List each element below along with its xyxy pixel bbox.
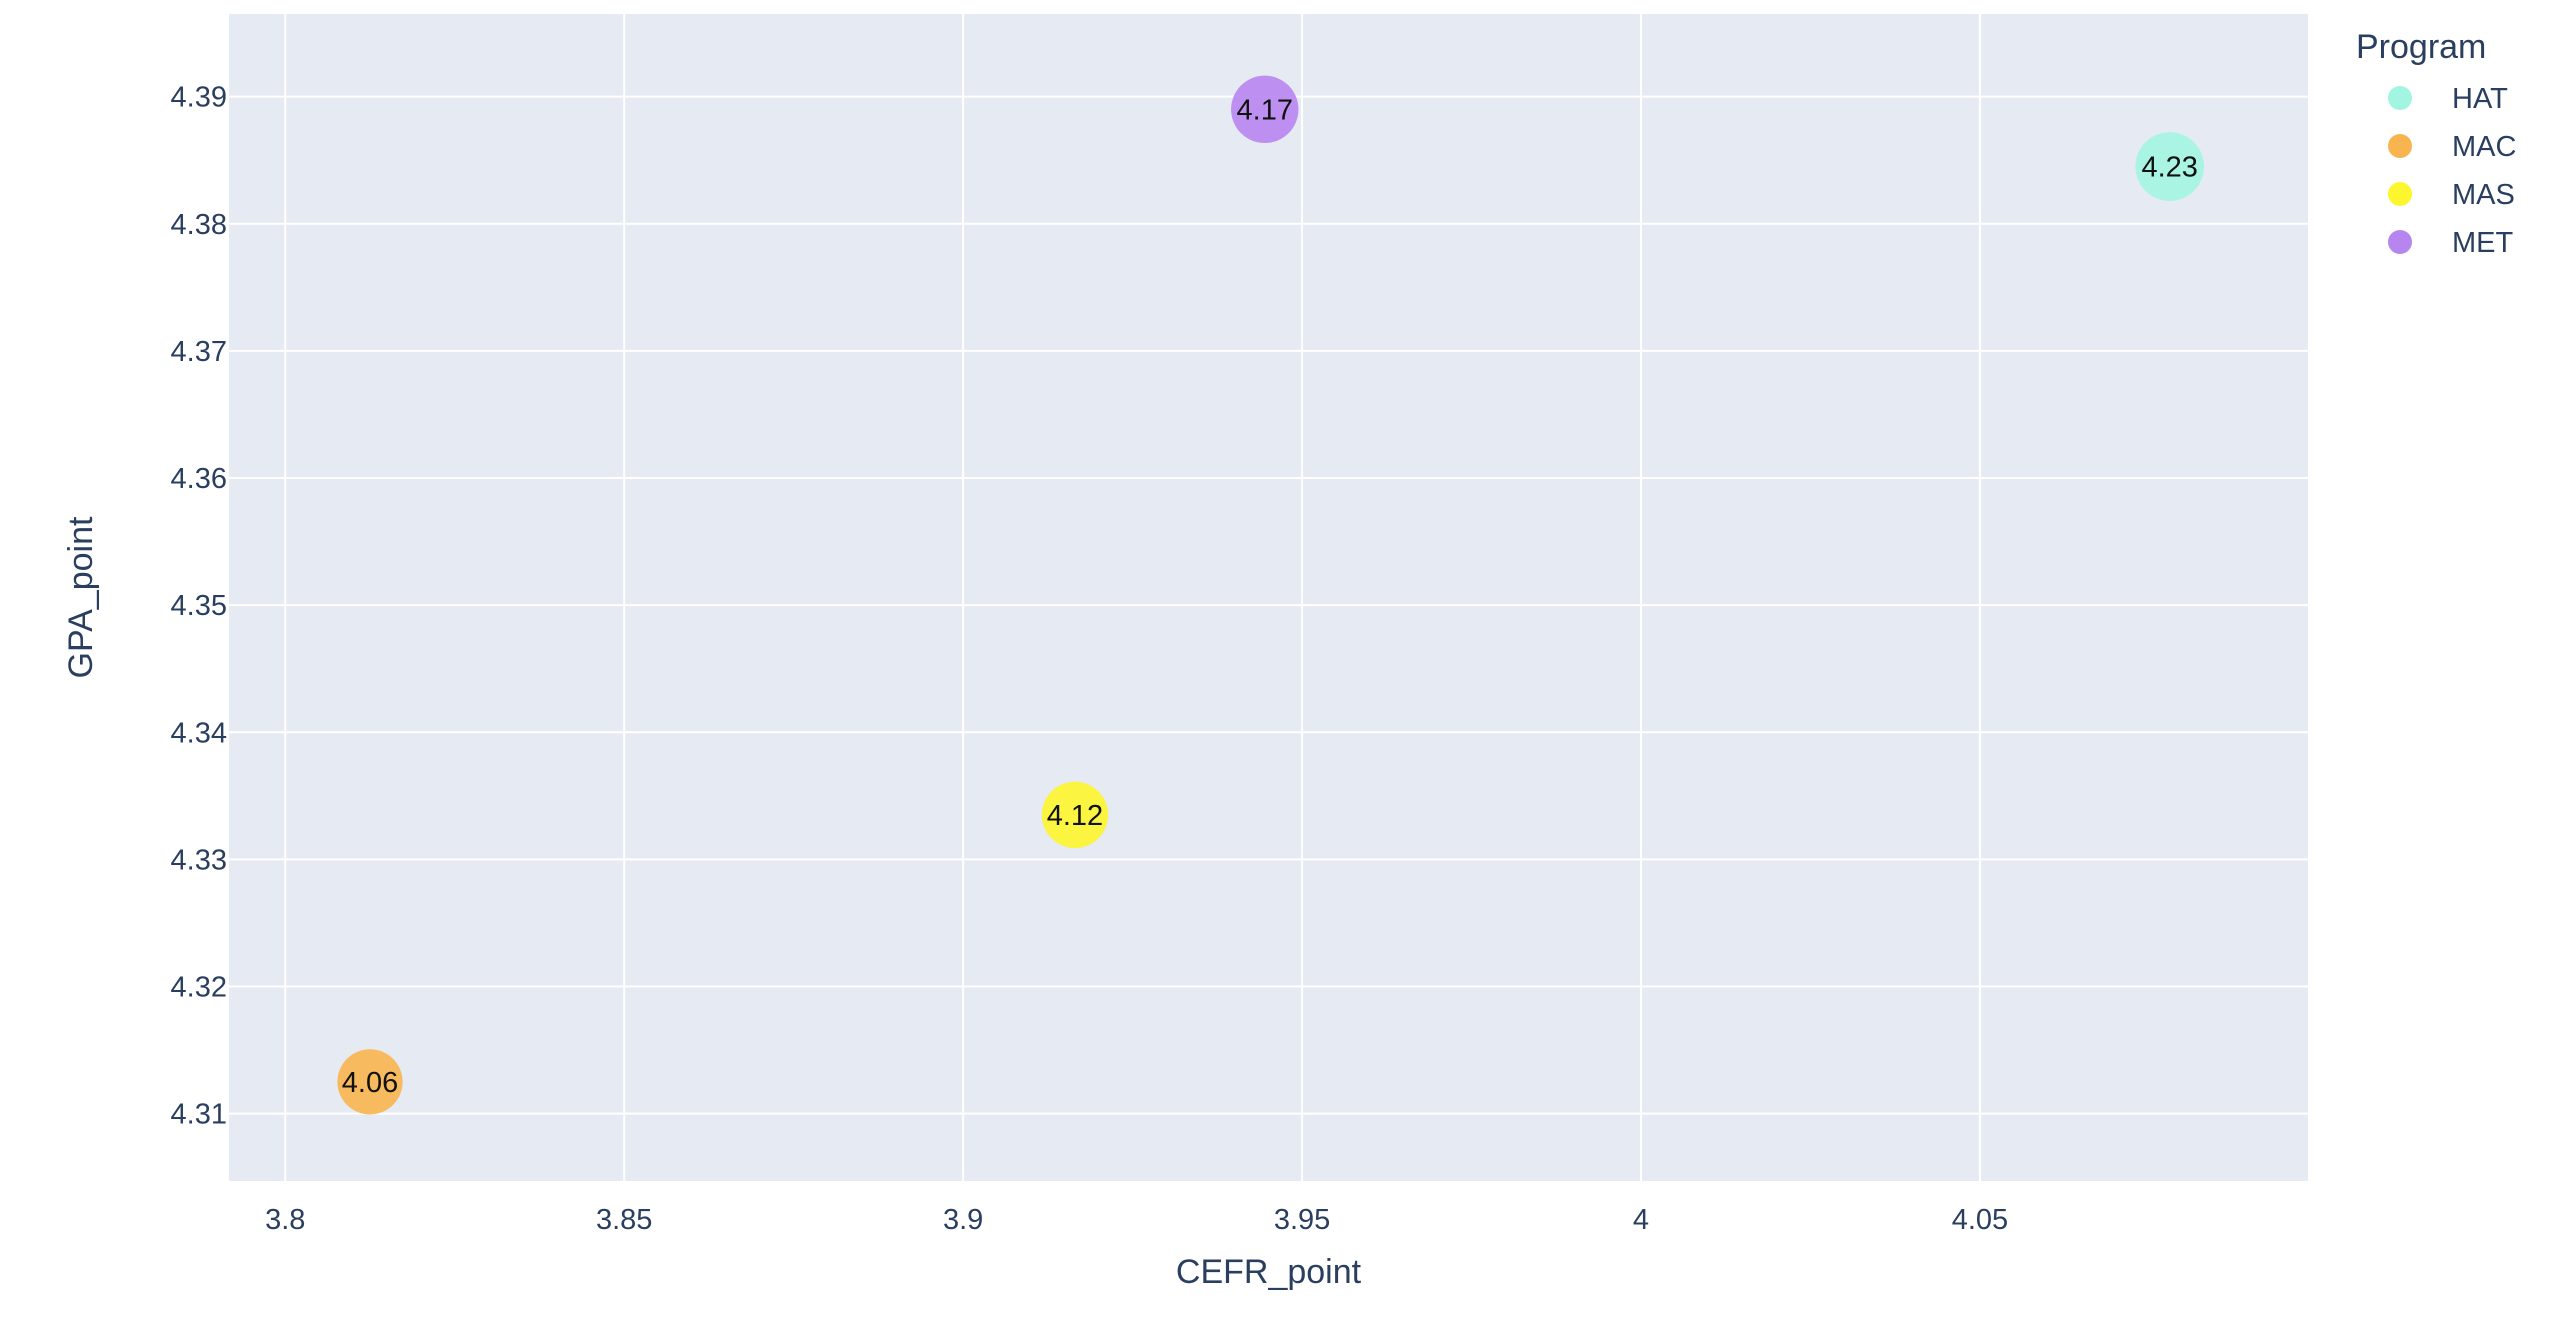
x-axis-title: CEFR_point [1176,1253,1362,1291]
legend-label-mac[interactable]: MAC [2452,131,2516,163]
y-tick-label: 4.35 [171,590,227,622]
y-tick-label: 4.38 [171,209,227,241]
legend[interactable]: Program HAT MAC MAS MET [2356,28,2516,259]
point-label-mas: 4.12 [1047,800,1103,832]
legend-label-met[interactable]: MET [2452,227,2514,259]
legend-label-hat[interactable]: HAT [2452,83,2508,115]
x-tick-label: 3.85 [596,1204,652,1236]
x-tick-label: 3.9 [943,1204,983,1236]
legend-marker-met[interactable] [2388,230,2412,254]
point-label-met: 4.17 [1237,94,1293,126]
y-tick-label: 4.32 [171,972,227,1004]
legend-label-mas[interactable]: MAS [2452,179,2515,211]
data-points: 4.23 4.06 4.12 4.17 [337,75,2205,1115]
point-label-hat: 4.23 [2141,152,2197,184]
point-met[interactable] [1231,75,1299,144]
point-mac[interactable] [337,1049,403,1115]
x-tick-label: 4.05 [1952,1204,2008,1236]
x-tick-label: 3.95 [1274,1204,1330,1236]
grid-lines [229,14,2308,1181]
y-axis-title: GPA_point [62,516,100,678]
y-tick-label: 4.33 [171,844,227,876]
x-tick-label: 3.8 [265,1204,305,1236]
legend-marker-mac[interactable] [2388,134,2412,158]
y-tick-label: 4.39 [171,82,227,114]
legend-marker-mas[interactable] [2388,182,2412,206]
y-axis-ticks: 4.31 4.32 4.33 4.34 4.35 4.36 4.37 4.38 4.39 [171,82,227,1131]
x-tick-label: 4 [1633,1204,1649,1236]
plot-area [229,14,2308,1181]
point-hat[interactable] [2135,132,2205,201]
y-tick-label: 4.37 [171,336,227,368]
y-tick-label: 4.31 [171,1099,227,1131]
legend-title: Program [2356,28,2486,66]
y-tick-label: 4.36 [171,463,227,495]
point-label-mac: 4.06 [342,1067,398,1099]
legend-marker-hat[interactable] [2388,86,2412,110]
y-tick-label: 4.34 [171,717,227,749]
point-mas[interactable] [1041,781,1109,849]
x-axis-ticks: 3.8 3.85 3.9 3.95 4 4.05 [265,1204,2008,1236]
